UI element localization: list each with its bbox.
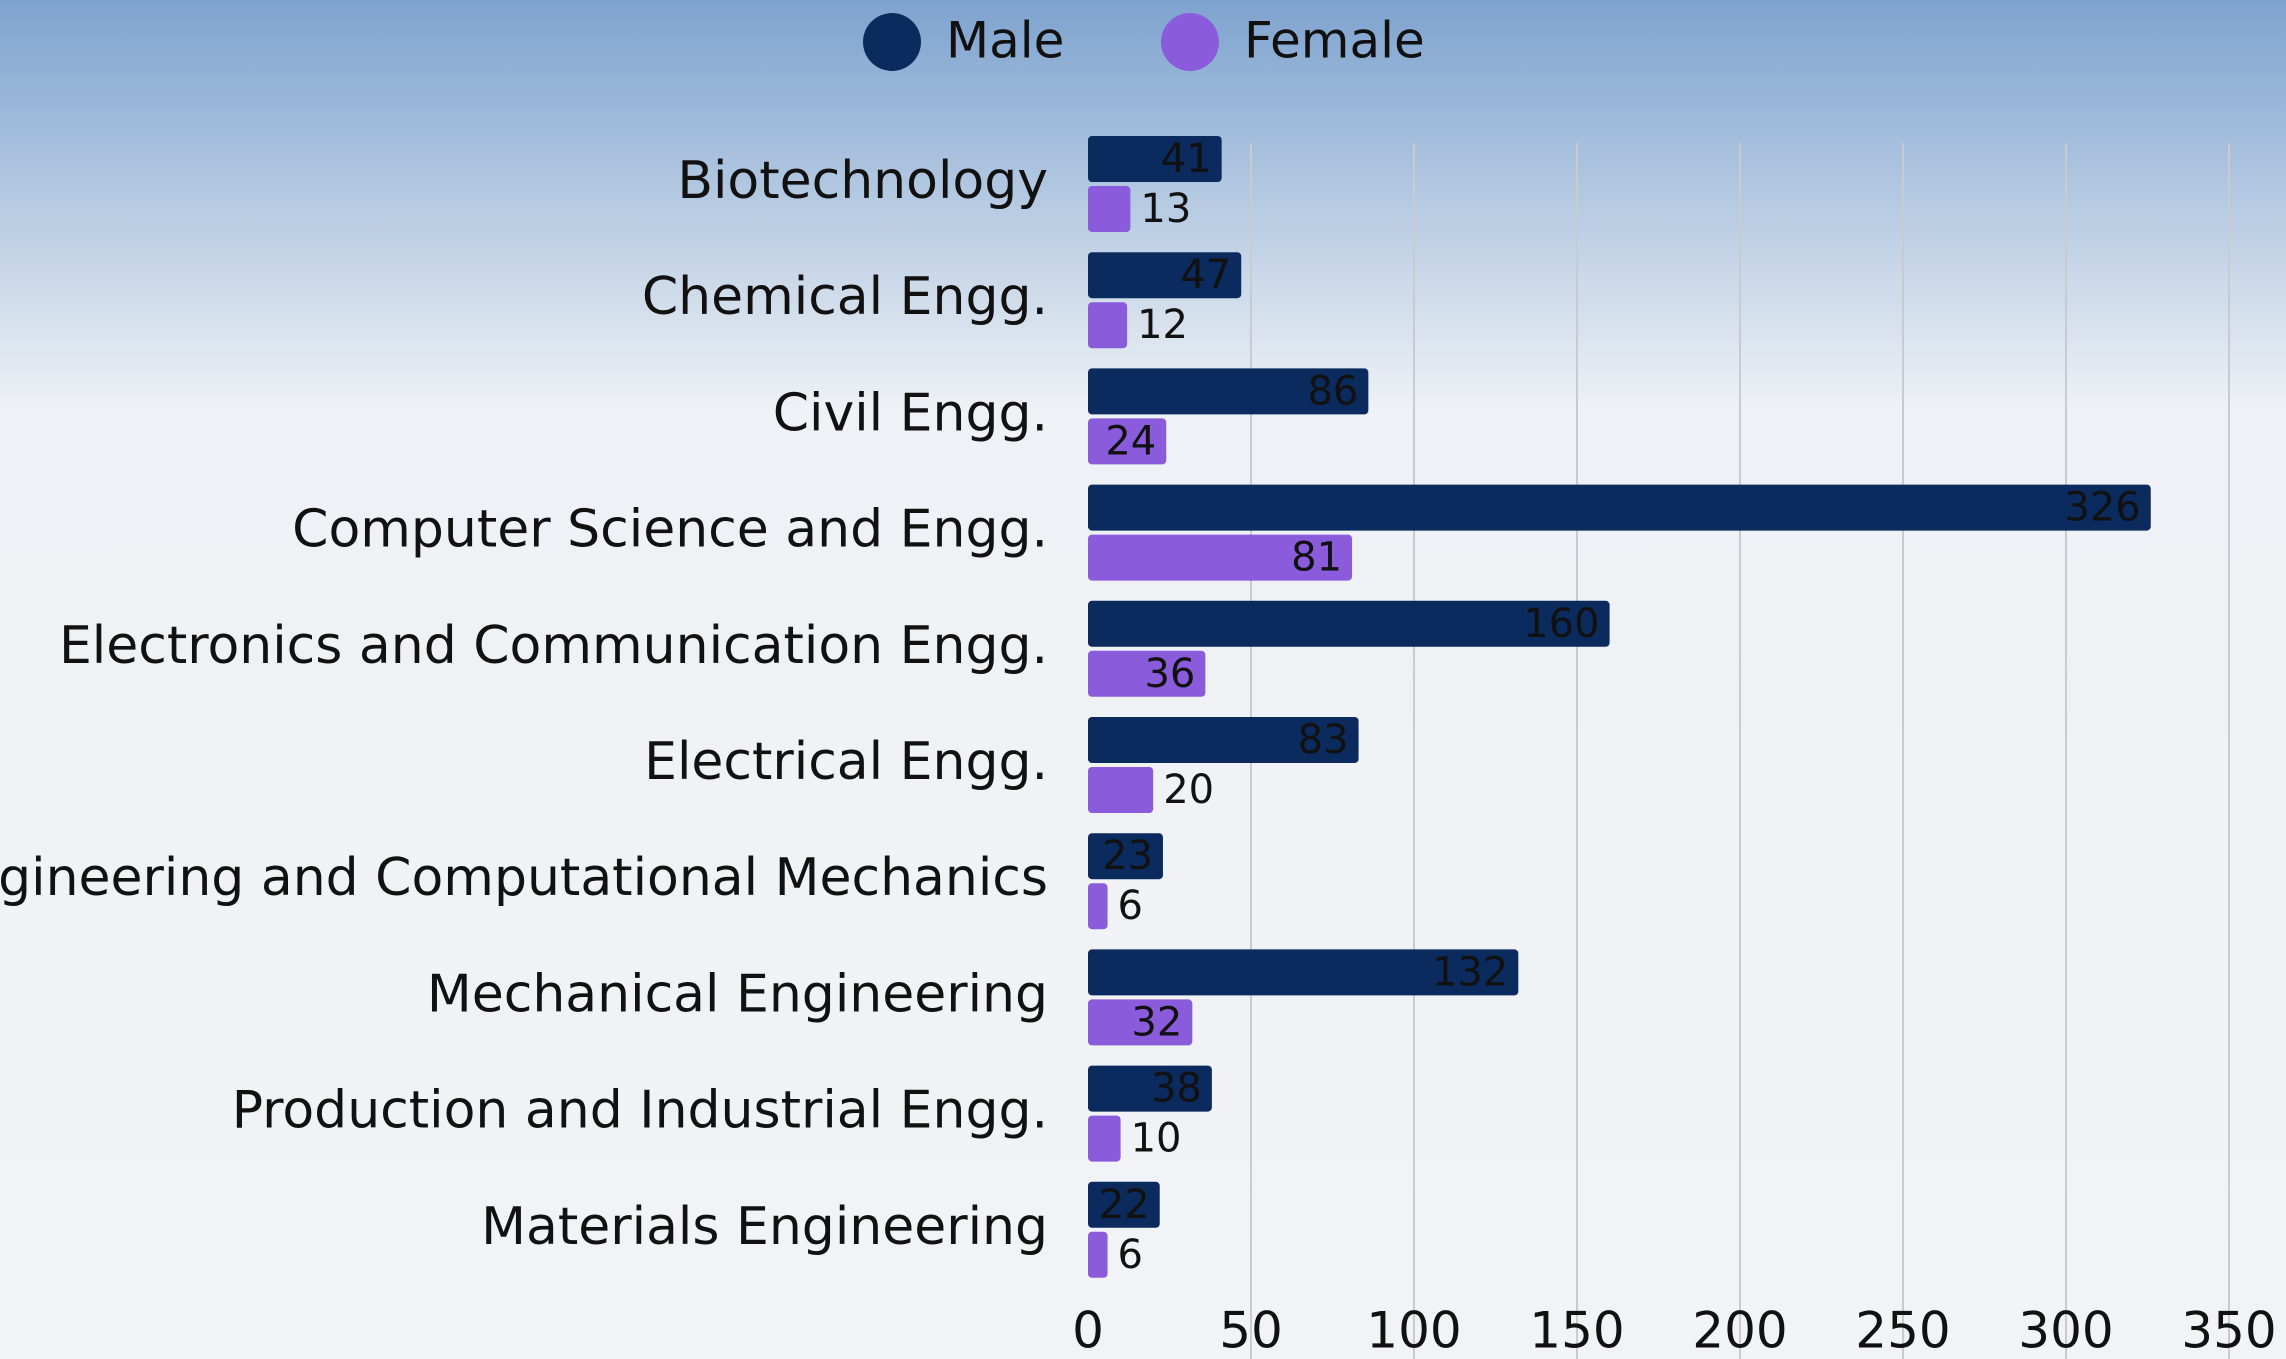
bar: [1088, 767, 1154, 813]
x-tick-label: 350: [2181, 1302, 2276, 1359]
x-tick-label: 50: [1219, 1302, 1283, 1359]
legend-label: Female: [1244, 12, 1425, 70]
bar: [1088, 999, 1193, 1046]
y-tick-label: Biotechnology: [677, 151, 1048, 211]
bar: [1088, 600, 1610, 647]
bar: [1088, 136, 1222, 182]
data-label: 83: [1298, 717, 1349, 763]
x-tick-label: 150: [1529, 1302, 1624, 1359]
y-tick-label: Electrical Engg.: [644, 732, 1048, 792]
bar: [1088, 1065, 1212, 1112]
data-label: 36: [1144, 651, 1195, 697]
bar: [1088, 949, 1519, 996]
y-tick-label: Production and Industrial Engg.: [232, 1081, 1048, 1141]
data-label: 132: [1432, 949, 1508, 995]
x-tick-label: 300: [2018, 1302, 2113, 1359]
bar: [1088, 717, 1359, 763]
data-label: 12: [1137, 302, 1188, 348]
data-label: 38: [1151, 1066, 1202, 1112]
data-label: 86: [1307, 368, 1358, 414]
bar: [1088, 650, 1206, 697]
data-label: 20: [1163, 767, 1214, 813]
bar: [1088, 484, 2151, 531]
bar: [1088, 534, 1353, 581]
legend-label: Male: [946, 12, 1064, 70]
bar: [1088, 302, 1128, 349]
bar: [1088, 186, 1131, 232]
data-label: 13: [1140, 186, 1191, 232]
data-label: 47: [1180, 252, 1231, 298]
x-tick-label: 200: [1692, 1302, 1787, 1359]
bar: [1088, 1115, 1121, 1162]
data-label: 24: [1105, 418, 1156, 464]
data-label: 22: [1099, 1182, 1150, 1228]
y-tick-label: Materials Engineering: [481, 1197, 1048, 1257]
y-tick-label: Chemical Engg.: [642, 267, 1048, 327]
data-label: 160: [1523, 601, 1599, 647]
y-tick-label: Engineering and Computational Mechanics: [0, 848, 1048, 908]
x-tick-label: 100: [1366, 1302, 1461, 1359]
data-label: 326: [2064, 485, 2140, 531]
bar: [1088, 252, 1242, 299]
y-tick-label: Civil Engg.: [773, 383, 1048, 443]
x-tick-label: 250: [1855, 1302, 1950, 1359]
data-label: 23: [1102, 833, 1153, 879]
data-label: 81: [1291, 535, 1342, 581]
legend: Male Female: [863, 12, 1425, 71]
legend-marker: [863, 13, 921, 71]
y-tick-label: Computer Science and Engg.: [292, 500, 1048, 560]
data-label: 32: [1131, 999, 1182, 1045]
bar: [1088, 1181, 1160, 1228]
y-tick-label: Mechanical Engineering: [427, 964, 1048, 1024]
data-label: 6: [1118, 883, 1143, 929]
legend-marker: [1161, 13, 1219, 71]
data-label: 10: [1131, 1116, 1182, 1162]
bar: [1088, 368, 1369, 415]
bar: [1088, 1231, 1108, 1278]
bar: [1088, 883, 1108, 930]
data-label: 41: [1161, 136, 1212, 182]
x-tick-label: 0: [1072, 1302, 1104, 1359]
bar: [1088, 418, 1167, 465]
bar: [1088, 833, 1163, 880]
y-tick-label: Electronics and Communication Engg.: [59, 616, 1048, 676]
data-label: 6: [1118, 1232, 1143, 1278]
